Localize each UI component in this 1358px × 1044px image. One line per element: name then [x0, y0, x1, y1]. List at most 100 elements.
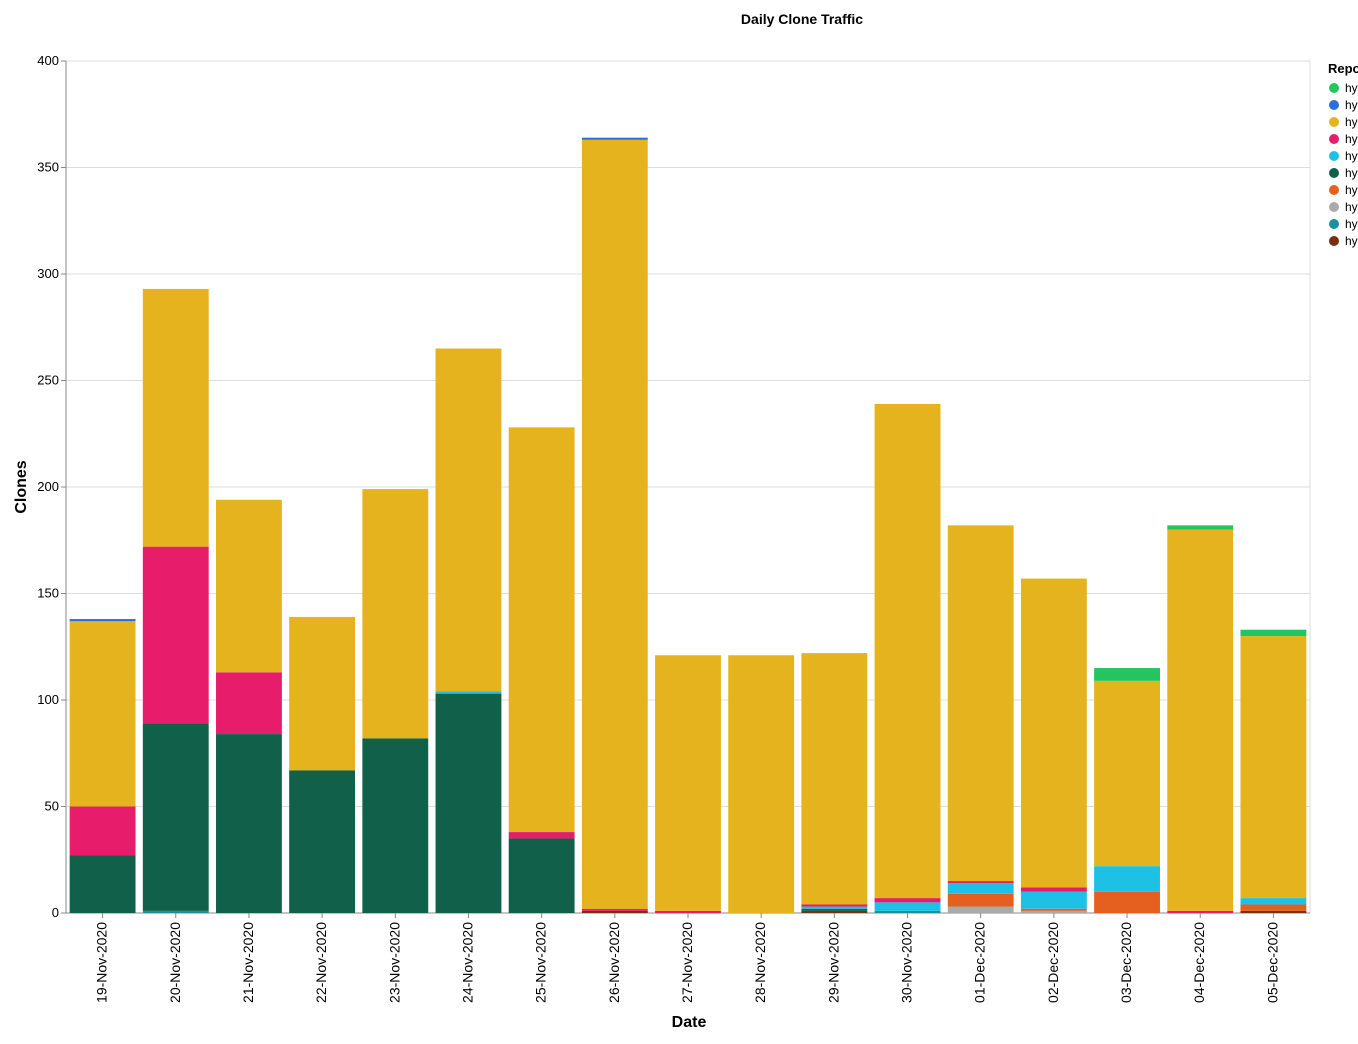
bar-segment — [1094, 680, 1160, 867]
legend-symbol — [1329, 168, 1339, 178]
bar-segment — [801, 908, 868, 911]
legend-label: hy — [1345, 115, 1358, 129]
x-tick-label: 19-Nov-2020 — [94, 922, 110, 1003]
y-tick-label: 150 — [37, 586, 59, 601]
bar-segment — [362, 738, 429, 913]
y-tick-label: 0 — [52, 905, 59, 920]
bar-segment — [1240, 898, 1307, 905]
bar-segment — [1094, 668, 1160, 681]
legend-label: hy — [1345, 200, 1358, 214]
bar-segment — [69, 806, 136, 856]
bar-segment — [1020, 578, 1087, 888]
legend-symbol — [1329, 219, 1339, 229]
bar-segment — [1020, 908, 1087, 911]
chart-title: Daily Clone Traffic — [741, 11, 863, 27]
bar-segment — [508, 832, 575, 839]
bar-segment — [874, 910, 941, 913]
bar-segment — [1240, 910, 1307, 913]
legend-symbol — [1329, 185, 1339, 195]
bar-segment — [508, 838, 575, 913]
bar-segment — [216, 734, 282, 913]
bar-segment — [435, 348, 502, 692]
legend-symbol — [1329, 100, 1339, 110]
bar-segment — [508, 427, 575, 833]
bar-segment — [435, 691, 502, 694]
bar-segment — [1167, 529, 1234, 911]
bar-segment — [289, 770, 356, 913]
x-tick-label: 29-Nov-2020 — [825, 922, 841, 1003]
x-tick-label: 01-Dec-2020 — [972, 922, 988, 1003]
x-tick-label: 25-Nov-2020 — [533, 922, 549, 1003]
bar-segment — [874, 403, 941, 899]
legend-label: hy — [1345, 132, 1358, 146]
legend-label: hy — [1345, 166, 1358, 180]
bar-segment — [1020, 910, 1087, 913]
legend-label: hy — [1345, 217, 1358, 231]
bar-segment — [1240, 904, 1307, 911]
bar-segment — [216, 672, 282, 735]
bar-segment — [947, 525, 1014, 882]
x-tick-label: 22-Nov-2020 — [313, 922, 329, 1003]
bar-segment — [1020, 887, 1087, 892]
legend-symbol — [1329, 83, 1339, 93]
x-tick-label: 04-Dec-2020 — [1191, 922, 1207, 1003]
bar-segment — [801, 653, 868, 905]
legend-symbol — [1329, 151, 1339, 161]
bar-segment — [801, 906, 868, 909]
bar-segment — [874, 898, 941, 903]
bar-segment — [947, 893, 1014, 907]
bar-segment — [142, 546, 209, 724]
x-tick-label: 02-Dec-2020 — [1045, 922, 1061, 1003]
legend-label: hy — [1345, 183, 1358, 197]
bar-segment — [581, 137, 648, 140]
bar-segment — [581, 139, 648, 909]
bar-segment — [142, 910, 209, 913]
bar-segment — [69, 855, 136, 913]
x-tick-label: 30-Nov-2020 — [899, 922, 915, 1003]
legend-label: hy — [1345, 81, 1358, 95]
legend-title: Repo — [1328, 61, 1358, 76]
y-tick-label: 100 — [37, 692, 59, 707]
bar-segment — [801, 910, 868, 913]
x-tick-label: 24-Nov-2020 — [459, 922, 475, 1003]
x-tick-label: 26-Nov-2020 — [606, 922, 622, 1003]
y-tick-label: 400 — [37, 53, 59, 68]
bar-segment — [801, 904, 868, 907]
bar-segment — [655, 655, 721, 911]
y-tick-label: 250 — [37, 373, 59, 388]
bar-segment — [362, 489, 429, 739]
bar-segment — [1240, 636, 1307, 899]
y-tick-label: 350 — [37, 160, 59, 175]
bar-segment — [69, 621, 136, 807]
legend-symbol — [1329, 202, 1339, 212]
bar-segment — [142, 288, 209, 547]
legend-label: hy — [1345, 98, 1358, 112]
bar-segment — [289, 616, 356, 771]
y-tick-label: 50 — [45, 799, 59, 814]
x-tick-label: 28-Nov-2020 — [752, 922, 768, 1003]
y-tick-label: 200 — [37, 479, 59, 494]
legend-symbol — [1329, 117, 1339, 127]
bar-segment — [69, 619, 136, 622]
bar-segment — [1094, 866, 1160, 892]
bar-segment — [216, 499, 282, 673]
bar-segment — [1240, 629, 1307, 637]
bar-segment — [581, 908, 648, 911]
legend-symbol — [1329, 236, 1339, 246]
x-tick-label: 20-Nov-2020 — [167, 922, 183, 1003]
legend-label: hy — [1345, 234, 1358, 248]
bar-segment — [728, 655, 795, 913]
x-tick-label: 27-Nov-2020 — [679, 922, 695, 1003]
bar-segment — [874, 902, 941, 911]
y-tick-label: 300 — [37, 266, 59, 281]
x-tick-label: 23-Nov-2020 — [386, 922, 402, 1003]
bar-segment — [655, 910, 721, 913]
bar-segment — [581, 910, 648, 913]
bar-segment — [947, 906, 1014, 913]
bar-segment — [142, 723, 209, 911]
x-tick-label: 21-Nov-2020 — [240, 922, 256, 1003]
legend-label: hy — [1345, 149, 1358, 163]
legend-symbol — [1329, 134, 1339, 144]
bar-segment — [1020, 891, 1087, 909]
